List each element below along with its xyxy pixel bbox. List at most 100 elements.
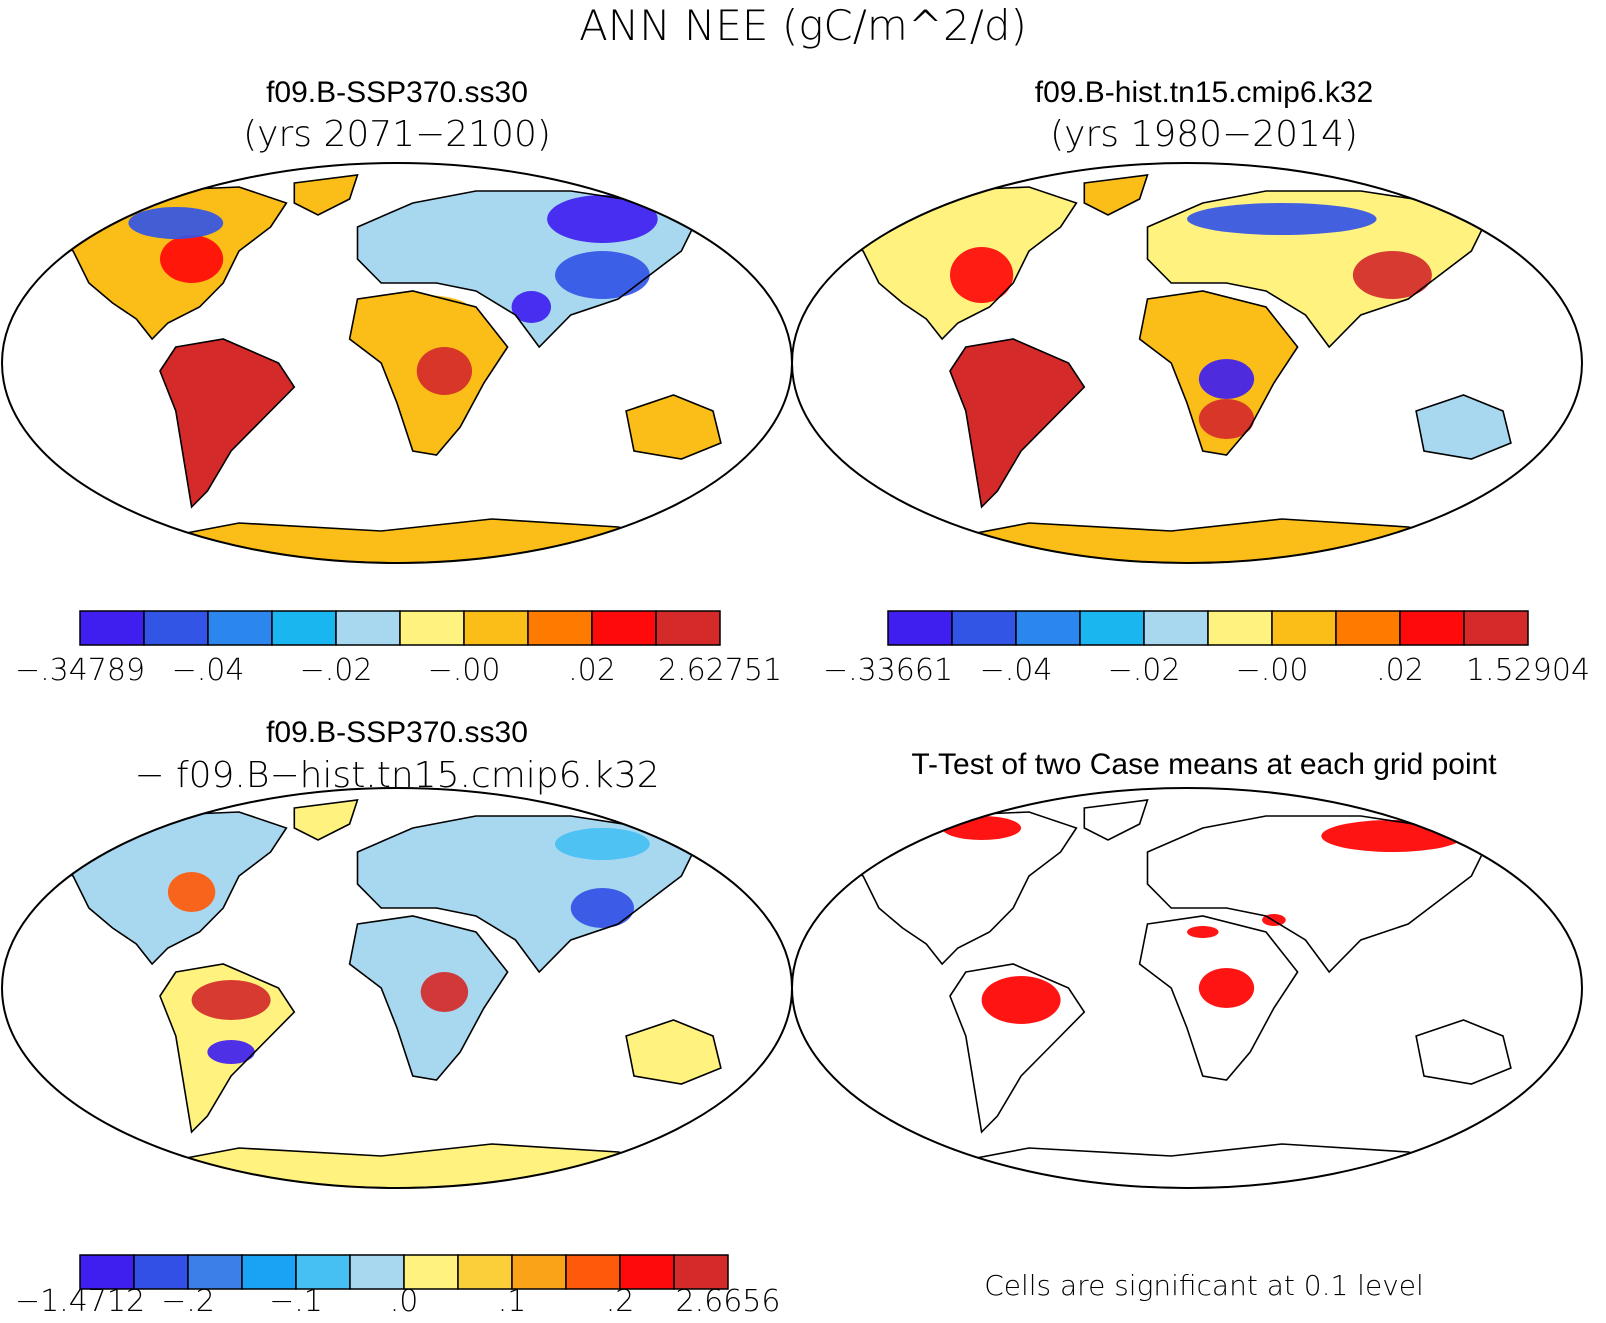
ttest-eurasia-fill — [1147, 816, 1488, 972]
colorbar-hist-swatch-8 — [1399, 610, 1465, 646]
colorbar-hist-swatch-5 — [1207, 610, 1273, 646]
colorbar-hist-swatch-2 — [1015, 610, 1081, 646]
ttest-australia-coastline — [1415, 1019, 1512, 1085]
colorbar-diff-swatch-8 — [511, 1254, 567, 1290]
diff-australia-fill — [626, 1020, 721, 1084]
ssp370-africa-coastline — [348, 290, 509, 456]
ttest-africa-coastline — [1138, 915, 1299, 1081]
hist-sahara-region — [1163, 303, 1259, 327]
map-panel-hist — [791, 162, 1583, 564]
ssp370-india-region — [511, 291, 552, 323]
colorbar-ssp370-label-4: .02 — [568, 653, 616, 688]
ssp370-canada-region — [128, 207, 224, 239]
colorbar-hist-swatch-6 — [1271, 610, 1337, 646]
colorbar-diff-swatch-6 — [403, 1254, 459, 1290]
colorbar-hist-label-1: −.04 — [980, 653, 1053, 688]
map-panel-diff — [1, 787, 793, 1189]
hist-australia-fill — [1416, 395, 1511, 459]
colorbar-diff-label-0: −1.4712 — [15, 1284, 145, 1319]
ssp370-greenland-fill — [294, 175, 358, 215]
hist-greenland-fill — [1084, 175, 1148, 215]
colorbar-diff-swatch-3 — [241, 1254, 297, 1290]
diff-eastern-us-region — [167, 872, 216, 912]
colorbar-diff-label-5: .2 — [606, 1284, 635, 1319]
hist-china-region — [1352, 251, 1432, 299]
ssp370-greenland-coastline — [293, 174, 359, 216]
diff-eurasia-coastline — [356, 815, 699, 974]
diff-south-america-coastline — [159, 963, 296, 1134]
panel-ssp370-title: f09.B-SSP370.ss30 — [266, 76, 528, 109]
ssp370-china-region — [555, 251, 650, 299]
ttest-canada-significant — [942, 816, 1022, 840]
colorbar-hist-label-5: 1.52904 — [1466, 653, 1590, 688]
colorbar-diff-swatch-2 — [187, 1254, 243, 1290]
ttest-australia-fill — [1416, 1020, 1511, 1084]
colorbar-ssp370-label-2: −.02 — [300, 653, 373, 688]
colorbar-diff-label-2: −.1 — [269, 1284, 323, 1319]
hist-eurasia-coastline — [1146, 190, 1489, 349]
ssp370-congo-region — [416, 347, 473, 395]
diff-africa-coastline — [348, 915, 509, 1081]
colorbar-ssp370-label-0: −.34789 — [15, 653, 145, 688]
hist-amazon-region — [981, 351, 1061, 423]
colorbar-hist-label-0: −.33661 — [823, 653, 953, 688]
colorbar-ssp370: −.34789 −.04 −.02 −.00 .02 2.62751 — [15, 610, 782, 688]
ssp370-eastern-us-region — [160, 235, 224, 283]
panel-hist-subtitle: (yrs 1980−2014) — [1050, 114, 1358, 155]
figure-title: ANN NEE (gC/m^2/d) — [579, 1, 1027, 50]
colorbar-hist-swatch-7 — [1335, 610, 1401, 646]
colorbar-hist: −.33661 −.04 −.02 −.00 .02 1.52904 — [823, 610, 1590, 688]
colorbar-ssp370-swatch-9 — [655, 610, 721, 646]
colorbar-hist-swatch-1 — [951, 610, 1017, 646]
ssp370-amazon-region — [191, 347, 271, 411]
colorbar-ssp370-label-3: −.00 — [428, 653, 501, 688]
panel-diff-title: f09.B-SSP370.ss30 — [266, 716, 528, 749]
ssp370-sahara-region — [373, 295, 469, 319]
colorbar-diff-label-3: .0 — [390, 1284, 419, 1319]
hist-eastern-us-region — [950, 247, 1014, 303]
diff-siberia-region — [555, 828, 650, 860]
colorbar-ssp370-swatch-5 — [399, 610, 465, 646]
colorbar-diff-swatch-0 — [79, 1254, 135, 1290]
hist-australia-coastline — [1415, 394, 1512, 460]
colorbar-hist-swatch-0 — [887, 610, 953, 646]
colorbar-hist-swatch-3 — [1079, 610, 1145, 646]
colorbar-hist-label-2: −.02 — [1108, 653, 1181, 688]
colorbar-diff-swatch-9 — [565, 1254, 621, 1290]
map-panel-ssp370 — [1, 162, 793, 564]
diff-north-america-coastline — [39, 811, 288, 966]
ttest-sahara-significant — [1187, 926, 1219, 938]
colorbar-ssp370-label-1: −.04 — [172, 653, 245, 688]
hist-north-america-coastline — [829, 186, 1078, 341]
colorbar-diff-label-4: .1 — [498, 1284, 527, 1319]
panel-ssp370-subtitle: (yrs 2071−2100) — [243, 114, 551, 155]
ssp370-eurasia-coastline — [356, 190, 699, 349]
ttest-north-america-coastline — [829, 811, 1078, 966]
colorbar-ssp370-swatch-6 — [463, 610, 529, 646]
diff-china-region — [570, 888, 635, 928]
colorbar-ssp370-swatch-1 — [143, 610, 209, 646]
diff-la-plata-region — [207, 1040, 255, 1064]
colorbar-hist-label-3: −.00 — [1236, 653, 1309, 688]
diff-amazon-region — [191, 980, 271, 1020]
diff-congo-region — [420, 972, 469, 1012]
ssp370-australia-fill — [626, 395, 721, 459]
ttest-congo-significant — [1198, 968, 1255, 1008]
hist-greenland-coastline — [1083, 174, 1149, 216]
significance-note: Cells are significant at 0.1 level — [984, 1269, 1424, 1302]
diff-greenland-fill — [294, 800, 358, 840]
ssp370-siberia-region — [547, 195, 658, 243]
panel-hist-title: f09.B-hist.tn15.cmip6.k32 — [1035, 76, 1374, 109]
colorbar-hist-swatch-4 — [1143, 610, 1209, 646]
colorbar-ssp370-swatch-4 — [335, 610, 401, 646]
hist-congo-region — [1198, 359, 1255, 399]
colorbar-diff-label-6: 2.6656 — [676, 1284, 781, 1319]
ttest-south-america-coastline — [949, 963, 1086, 1134]
ssp370-south-america-coastline — [159, 338, 296, 509]
colorbar-hist-label-4: .02 — [1376, 653, 1424, 688]
hist-africa-coastline — [1138, 290, 1299, 456]
hist-map-border — [791, 162, 1583, 564]
colorbar-ssp370-swatch-3 — [271, 610, 337, 646]
diff-australia-coastline — [625, 1019, 722, 1085]
